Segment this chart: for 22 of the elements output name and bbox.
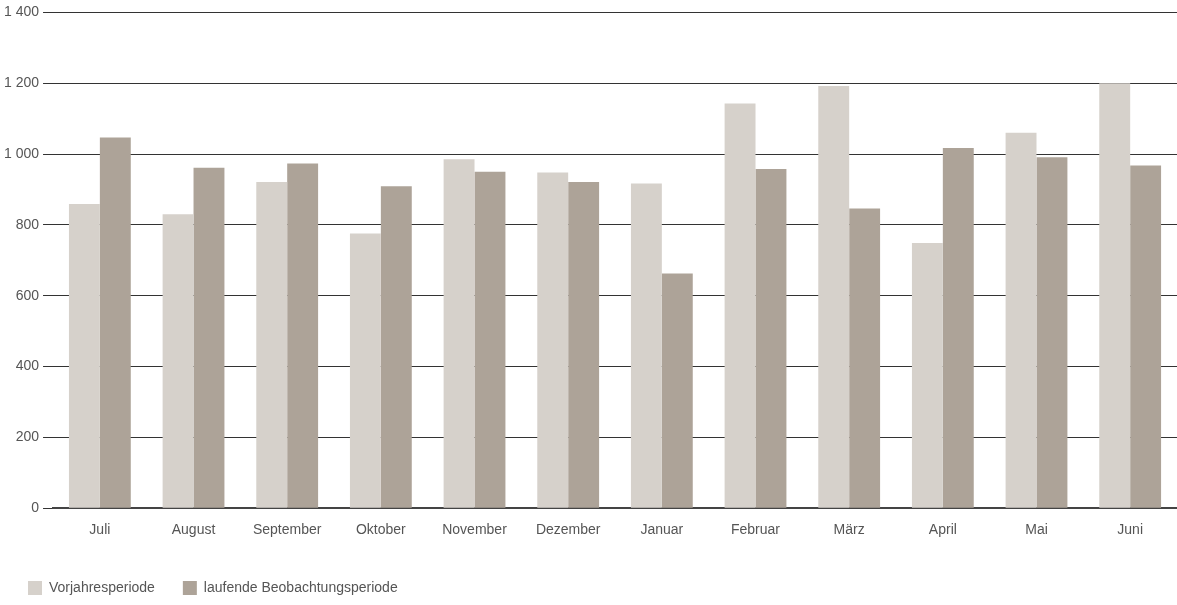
x-tick-label: September: [252, 521, 322, 538]
x-tick-label: März: [833, 521, 865, 538]
y-tick-label: 400: [15, 357, 40, 374]
y-tick-label: 200: [15, 428, 40, 445]
x-tick-label: Mai: [1025, 521, 1048, 538]
x-tick-label: Juli: [89, 521, 111, 538]
x-tick-label: August: [171, 521, 216, 538]
x-tick-label: Dezember: [535, 521, 601, 538]
x-tick-label: Februar: [731, 521, 781, 538]
x-tick-label: April: [928, 521, 957, 538]
y-tick-label: 600: [15, 286, 40, 303]
y-tick-label: 800: [15, 215, 40, 232]
y-tick-label: 0: [31, 499, 40, 516]
x-tick-label: Juni: [1117, 521, 1144, 538]
y-tick-label: 1 200: [3, 74, 40, 91]
y-tick-label: 1 400: [3, 3, 40, 20]
x-tick-label: Januar: [640, 521, 684, 538]
legend-label: laufende Beobachtungsperiode: [203, 578, 398, 595]
x-tick-label: Oktober: [355, 521, 407, 538]
y-tick-label: 1 000: [3, 144, 40, 161]
legend-label: Vorjahresperiode: [49, 578, 156, 595]
x-tick-label: November: [442, 521, 508, 538]
